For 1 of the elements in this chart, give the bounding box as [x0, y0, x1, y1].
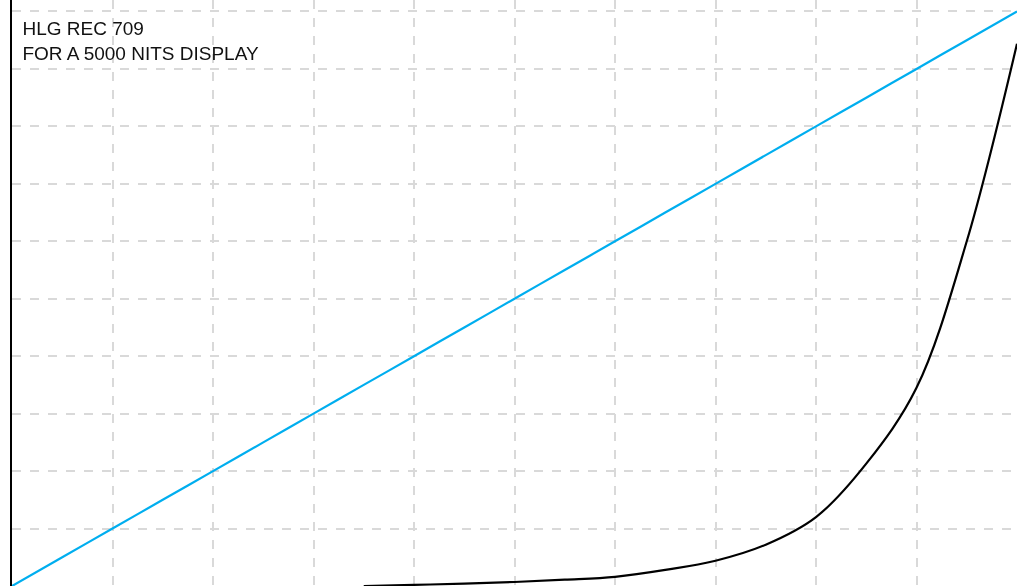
text: HLG REC 709 FOR A 5000 NITS DISPLAY	[22, 18, 259, 64]
